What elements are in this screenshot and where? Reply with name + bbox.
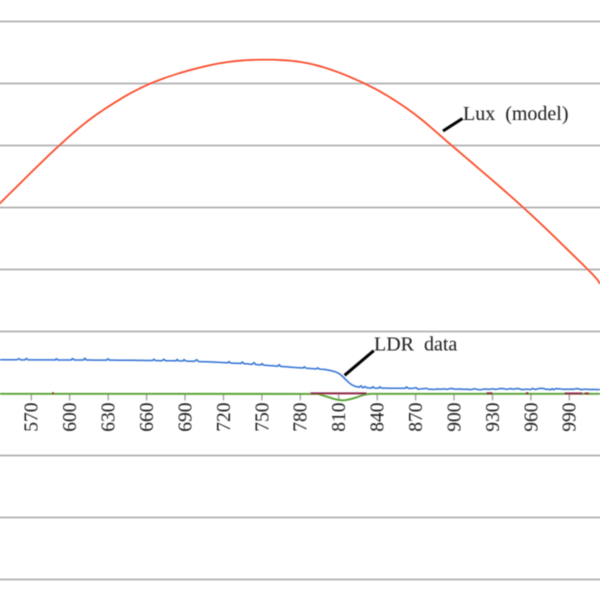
svg-text:750: 750: [252, 403, 273, 432]
svg-text:720: 720: [214, 403, 235, 432]
svg-text:900: 900: [444, 403, 465, 432]
svg-text:990: 990: [560, 403, 581, 432]
svg-text:960: 960: [521, 403, 542, 432]
svg-text:LDR data: LDR data: [374, 334, 457, 356]
svg-text:660: 660: [137, 403, 158, 432]
svg-text:840: 840: [368, 403, 389, 432]
svg-text:870: 870: [406, 403, 427, 432]
svg-text:810: 810: [329, 403, 350, 432]
svg-text:Lux (model): Lux (model): [463, 103, 569, 125]
svg-text:570: 570: [22, 403, 43, 432]
svg-text:780: 780: [291, 403, 312, 432]
svg-text:930: 930: [483, 403, 504, 432]
svg-text:630: 630: [99, 403, 120, 432]
svg-text:690: 690: [175, 403, 196, 432]
svg-text:600: 600: [60, 403, 81, 432]
